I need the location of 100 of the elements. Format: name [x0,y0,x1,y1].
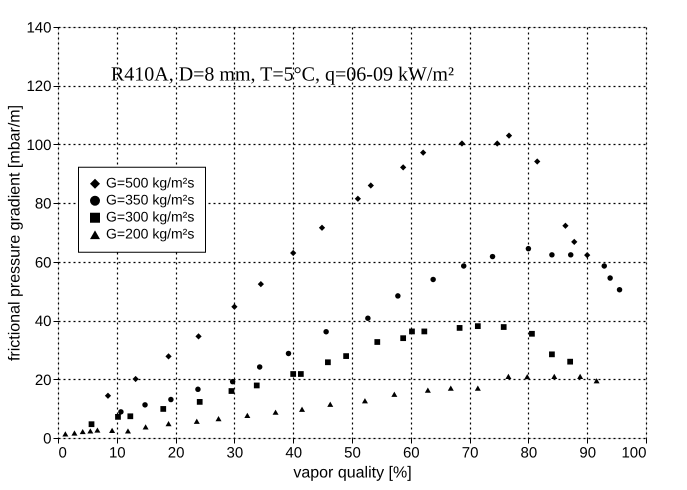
point [244,412,250,418]
legend-label: G=300 kg/m²s [106,208,194,225]
point [290,371,296,377]
point [165,353,172,360]
point [325,359,331,366]
point [391,392,398,397]
point [343,353,349,359]
point [500,324,507,330]
x-tick-label: 10 [108,444,126,462]
point [448,385,454,391]
point [602,263,607,269]
point [142,402,148,408]
point [409,328,415,334]
point [132,376,139,382]
point [166,421,172,426]
point [194,418,200,424]
x-tick-label: 100 [621,444,646,462]
point [254,382,260,388]
point [430,276,436,282]
point [104,392,112,399]
point [109,428,116,433]
point [94,427,100,433]
point [216,416,222,422]
legend-label: G=200 kg/m²s [106,226,194,242]
point [231,304,238,310]
point [87,428,94,434]
annotation: R410A, D=8 mm, T=5°C, q=06-09 kW/m² [110,63,454,86]
legend-label: G=500 kg/m²s [106,174,194,191]
point [142,424,149,430]
point [71,430,78,436]
point [228,388,234,394]
point [160,406,166,412]
y-tick-label: 40 [34,313,52,330]
point [568,252,574,258]
point [567,358,574,365]
point [421,328,428,334]
point [577,374,584,379]
y-tick-label: 80 [34,196,52,213]
x-tick-label: 40 [285,444,302,462]
point [529,330,535,337]
x-tick-label: 90 [579,444,596,462]
point [115,414,121,420]
point [299,406,306,412]
point [594,378,600,384]
point [549,351,555,358]
point [584,252,590,258]
point [549,252,555,258]
y-tick-label: 120 [26,78,52,96]
point [80,428,86,434]
legend-label: G=350 kg/m²s [106,192,194,208]
x-tick-label: 50 [344,444,361,462]
point [362,398,368,404]
x-tick-label: 20 [168,444,184,462]
point [506,132,512,139]
point [124,428,131,434]
y-tick-label: 140 [26,20,52,36]
point [323,328,329,334]
x-tick-label: 70 [462,444,478,462]
y-tick-label: 60 [34,254,52,272]
point [318,224,326,231]
x-tick-label: 60 [402,444,420,462]
point [456,325,462,331]
point [494,140,500,147]
x-tick-label: 30 [226,444,244,462]
y-tick-label: 20 [34,372,52,389]
point [424,388,431,393]
point [400,164,406,170]
point [256,364,262,370]
point [474,323,481,330]
point [395,293,401,299]
point [286,350,292,356]
point [298,371,304,377]
point [460,263,466,269]
point [365,315,371,321]
point [474,385,481,391]
point [272,410,279,415]
y-tick-label: 0 [43,430,52,448]
point [551,374,558,379]
point [230,378,236,384]
point [118,409,124,415]
x-tick-label: 0 [58,444,67,462]
point [354,196,361,202]
point [196,399,203,405]
point [400,335,406,342]
point [290,250,296,256]
point [127,413,134,420]
point [258,281,264,288]
point [168,396,174,402]
point [490,254,496,260]
point [571,238,578,246]
y-axis-title: frictional pressure gradient [mbar/m] [6,104,24,362]
point [327,402,334,407]
point [526,246,532,252]
point [420,150,426,156]
x-axis-title: vapor quality [%] [293,464,412,482]
point [195,333,202,340]
point [374,339,380,345]
point [534,158,540,165]
point [607,275,613,281]
point [62,431,68,436]
